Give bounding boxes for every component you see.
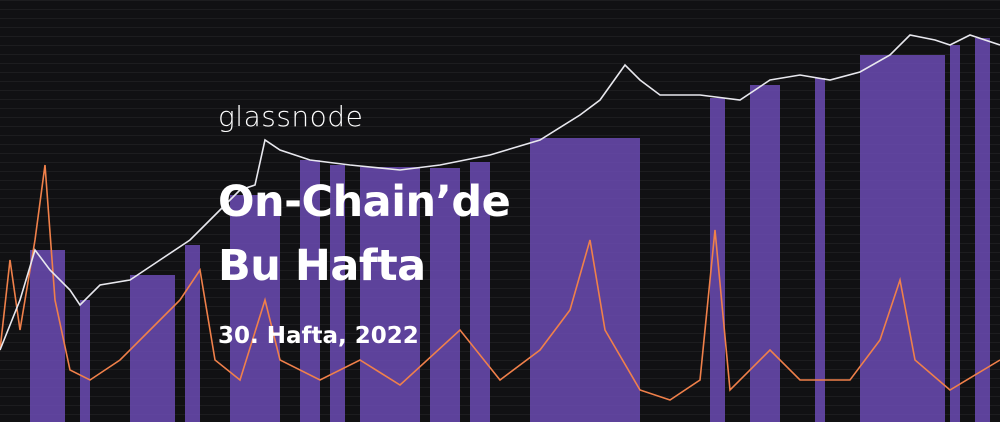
title: On-Chain’de Bu Hafta — [218, 170, 511, 298]
white-line — [0, 34, 1000, 351]
purple-bands — [30, 38, 990, 422]
brand: glassnode — [218, 100, 364, 133]
orange-line — [0, 164, 1000, 401]
title-line: On-Chain’de — [218, 177, 511, 227]
subtitle: 30. Hafta, 2022 — [218, 323, 419, 349]
title-line: Bu Hafta — [218, 241, 426, 291]
